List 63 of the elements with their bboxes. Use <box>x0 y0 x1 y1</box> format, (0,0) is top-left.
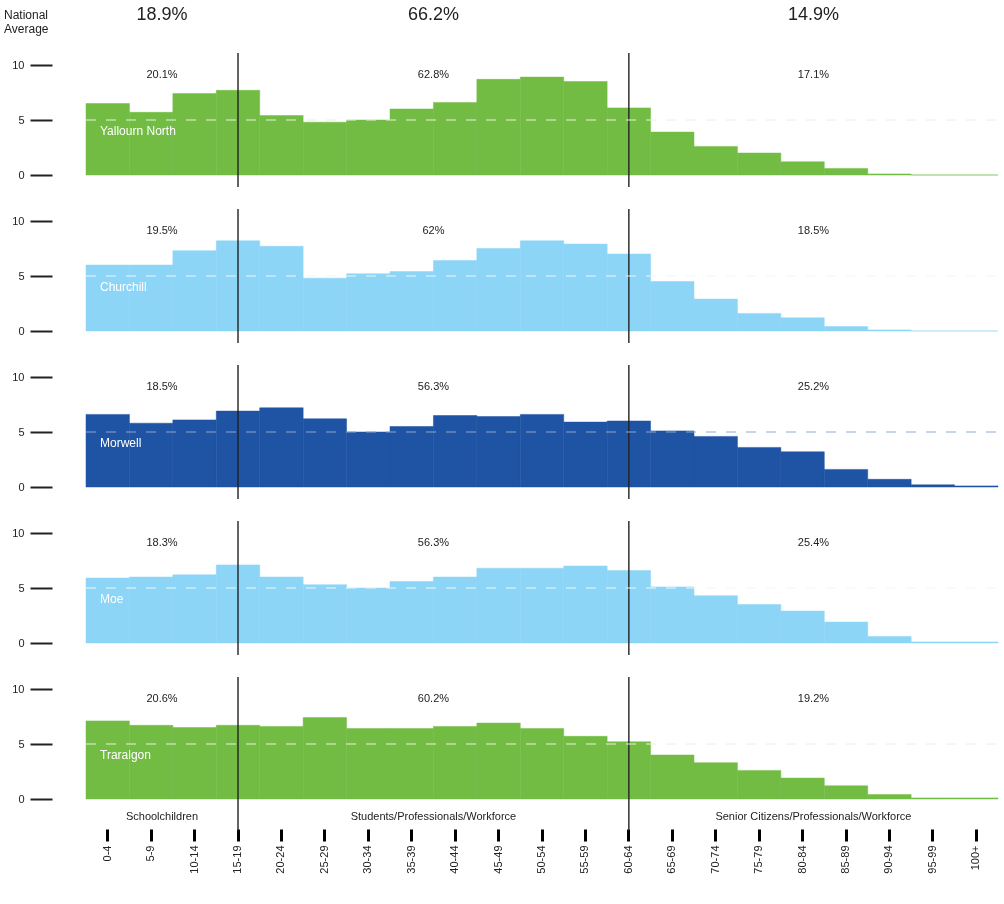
series-label: Yallourn North <box>100 124 176 138</box>
text: Students/Professionals/Workforce <box>350 810 517 822</box>
y-tick-label: 10 <box>12 58 25 71</box>
annotation: 17.1% <box>797 68 830 80</box>
x-tick-label: 25-29 <box>317 845 330 874</box>
annotation: 18.3% <box>146 536 178 548</box>
x-tick-label: 20-24 <box>274 845 287 874</box>
annotation: 20.6% <box>146 692 178 704</box>
y-tick-label: 0 <box>18 792 25 805</box>
x-tick-label: 40-44 <box>448 845 461 874</box>
x-tick-label: 5-9 <box>144 845 157 862</box>
y-tick-label: 0 <box>18 168 25 181</box>
y-tick-label: 5 <box>18 581 25 594</box>
x-tick-label: 70-74 <box>708 845 721 874</box>
annotation: 20.1% <box>146 68 178 80</box>
x-tick-label: 45-49 <box>491 845 504 874</box>
x-tick-label: 60-64 <box>621 845 634 874</box>
text: 18.9% <box>136 4 188 24</box>
annotation: 18.5% <box>797 224 830 236</box>
x-tick-label: 55-59 <box>578 845 591 874</box>
x-tick-label: 85-89 <box>839 845 851 874</box>
series-label: Traralgon <box>100 748 151 762</box>
y-tick-label: 5 <box>18 737 25 750</box>
x-tick-label: 75-79 <box>752 845 765 874</box>
x-tick-label: 15-19 <box>231 845 243 874</box>
annotation: 19.2% <box>797 692 830 704</box>
x-tick-label: 10-14 <box>187 845 200 874</box>
annotation: 56.3% <box>417 380 450 392</box>
annotation: 19.5% <box>146 224 178 236</box>
annotation: 60.2% <box>417 692 450 704</box>
x-tick-label: 50-54 <box>535 845 547 874</box>
y-tick-label: 10 <box>12 370 25 383</box>
y-tick-label: 0 <box>18 324 25 337</box>
x-tick-label: 0-4 <box>100 845 113 862</box>
chart-title: National Average <box>4 8 49 36</box>
text: Senior Citizens/Professionals/Workforce <box>715 810 912 822</box>
series-label: Moe <box>100 592 124 606</box>
annotation: 62.8% <box>417 68 450 80</box>
y-tick-label: 0 <box>18 480 25 493</box>
text: 14.9% <box>787 4 839 24</box>
y-tick-label: 10 <box>12 526 25 539</box>
y-tick-label: 0 <box>18 636 25 649</box>
x-tick-label: 30-34 <box>361 845 374 874</box>
y-tick-label: 10 <box>12 682 25 695</box>
annotation: 62% <box>422 224 445 236</box>
annotation: 56.3% <box>417 536 450 548</box>
annotation: 25.2% <box>797 380 830 392</box>
y-tick-label: 5 <box>18 269 25 282</box>
y-tick-label: 5 <box>18 425 25 438</box>
y-tick-label: 5 <box>18 113 25 126</box>
x-tick-label: 35-39 <box>404 845 417 874</box>
annotation: 18.5% <box>146 380 178 392</box>
y-tick-label: 10 <box>12 214 25 227</box>
series-label: Morwell <box>100 436 142 450</box>
series-label: Churchill <box>100 280 147 294</box>
text: 66.2% <box>407 4 459 24</box>
text: Schoolchildren <box>125 810 199 822</box>
x-tick-label: 80-84 <box>795 845 808 874</box>
x-tick-label: 95-99 <box>925 845 938 874</box>
x-tick-label: 100+ <box>969 845 982 871</box>
x-tick-label: 90-94 <box>882 845 895 874</box>
annotation: 25.4% <box>797 536 830 548</box>
x-tick-label: 65-69 <box>665 845 678 874</box>
